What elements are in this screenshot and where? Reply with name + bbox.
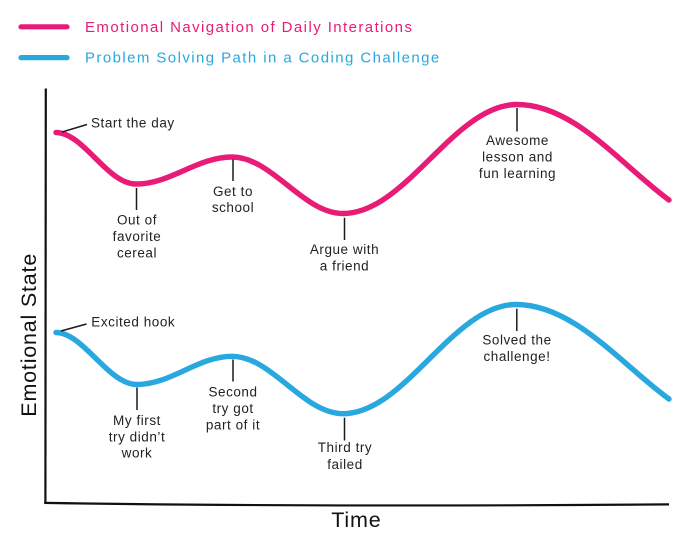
svg-text:Get to: Get to [213, 184, 253, 199]
svg-text:Emotional Navigation of Daily: Emotional Navigation of Daily Interation… [85, 19, 413, 36]
svg-text:part of it: part of it [206, 417, 260, 432]
svg-text:Argue with: Argue with [310, 242, 379, 257]
svg-text:try got: try got [212, 401, 253, 416]
svg-text:Awesome: Awesome [486, 133, 549, 148]
svg-text:lesson and: lesson and [482, 150, 553, 165]
svg-text:Time: Time [331, 508, 381, 532]
svg-text:school: school [212, 200, 254, 215]
svg-text:Problem Solving Path in a Codi: Problem Solving Path in a Coding Challen… [85, 50, 441, 67]
svg-text:cereal: cereal [117, 245, 157, 260]
svg-text:Solved the: Solved the [482, 332, 551, 347]
svg-text:challenge!: challenge! [483, 349, 550, 364]
svg-text:Second: Second [208, 385, 257, 400]
svg-text:favorite: favorite [113, 229, 162, 244]
svg-text:work: work [121, 446, 153, 461]
svg-text:Start the day: Start the day [91, 115, 175, 130]
svg-text:try didn’t: try didn’t [109, 429, 166, 444]
svg-text:Out of: Out of [117, 213, 157, 228]
svg-text:a friend: a friend [320, 259, 369, 274]
svg-text:fun learning: fun learning [479, 166, 556, 181]
svg-text:Excited hook: Excited hook [91, 314, 175, 329]
svg-text:My first: My first [113, 413, 161, 428]
svg-text:failed: failed [327, 457, 363, 472]
svg-text:Emotional State: Emotional State [17, 253, 41, 417]
svg-text:Third try: Third try [318, 440, 372, 455]
